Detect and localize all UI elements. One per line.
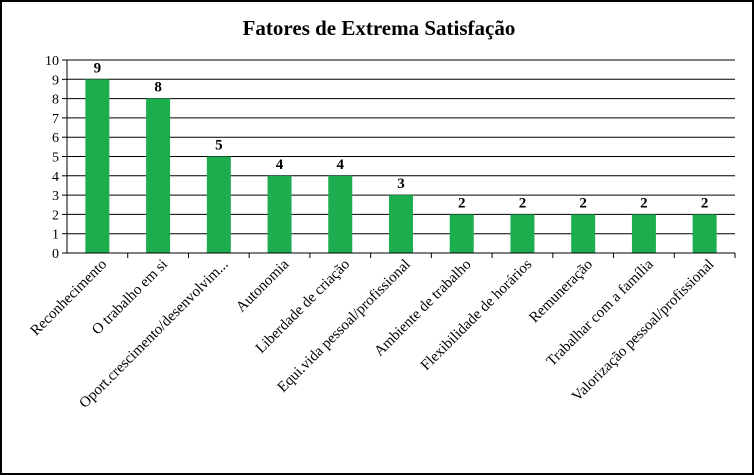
data-label-3: 5 <box>215 138 223 154</box>
bar-4 <box>267 175 292 253</box>
bar-8 <box>510 214 535 253</box>
bar-7 <box>449 214 474 253</box>
bar-6 <box>389 195 413 253</box>
ytick-label-6: 6 <box>52 131 59 146</box>
ytick-label-7: 7 <box>52 112 59 127</box>
data-label-8: 2 <box>519 195 527 211</box>
bar-2 <box>146 98 171 253</box>
data-label-10: 2 <box>640 195 648 211</box>
xtick-label-4: Autonomia <box>233 256 292 315</box>
ytick-label-3: 3 <box>52 189 59 204</box>
ytick-label-10: 10 <box>45 54 59 69</box>
data-label-9: 2 <box>579 195 587 211</box>
bar-10 <box>631 214 656 253</box>
data-label-2: 8 <box>154 80 162 96</box>
ytick-label-1: 1 <box>52 228 59 243</box>
data-label-6: 3 <box>397 176 405 192</box>
ytick-label-8: 8 <box>52 93 59 108</box>
chart-title: Fatores de Extrema Satisfação <box>242 16 516 40</box>
ytick-label-5: 5 <box>52 151 59 166</box>
bar-9 <box>571 214 596 253</box>
bar-5 <box>328 175 353 253</box>
data-label-7: 2 <box>458 195 466 211</box>
ytick-label-9: 9 <box>52 73 59 88</box>
ytick-label-4: 4 <box>52 170 59 185</box>
data-label-1: 9 <box>94 60 102 76</box>
bar-11 <box>692 214 717 253</box>
bar-3 <box>206 156 231 253</box>
data-label-11: 2 <box>701 195 709 211</box>
xtick-label-8: Flexibilidade de horários <box>418 256 535 373</box>
bar-1 <box>85 79 110 253</box>
data-label-5: 4 <box>337 157 345 173</box>
xtick-label-10: Trabalhar com a família <box>544 256 657 369</box>
ytick-label-2: 2 <box>52 208 59 223</box>
data-label-4: 4 <box>276 157 284 173</box>
ytick-label-0: 0 <box>52 247 59 262</box>
